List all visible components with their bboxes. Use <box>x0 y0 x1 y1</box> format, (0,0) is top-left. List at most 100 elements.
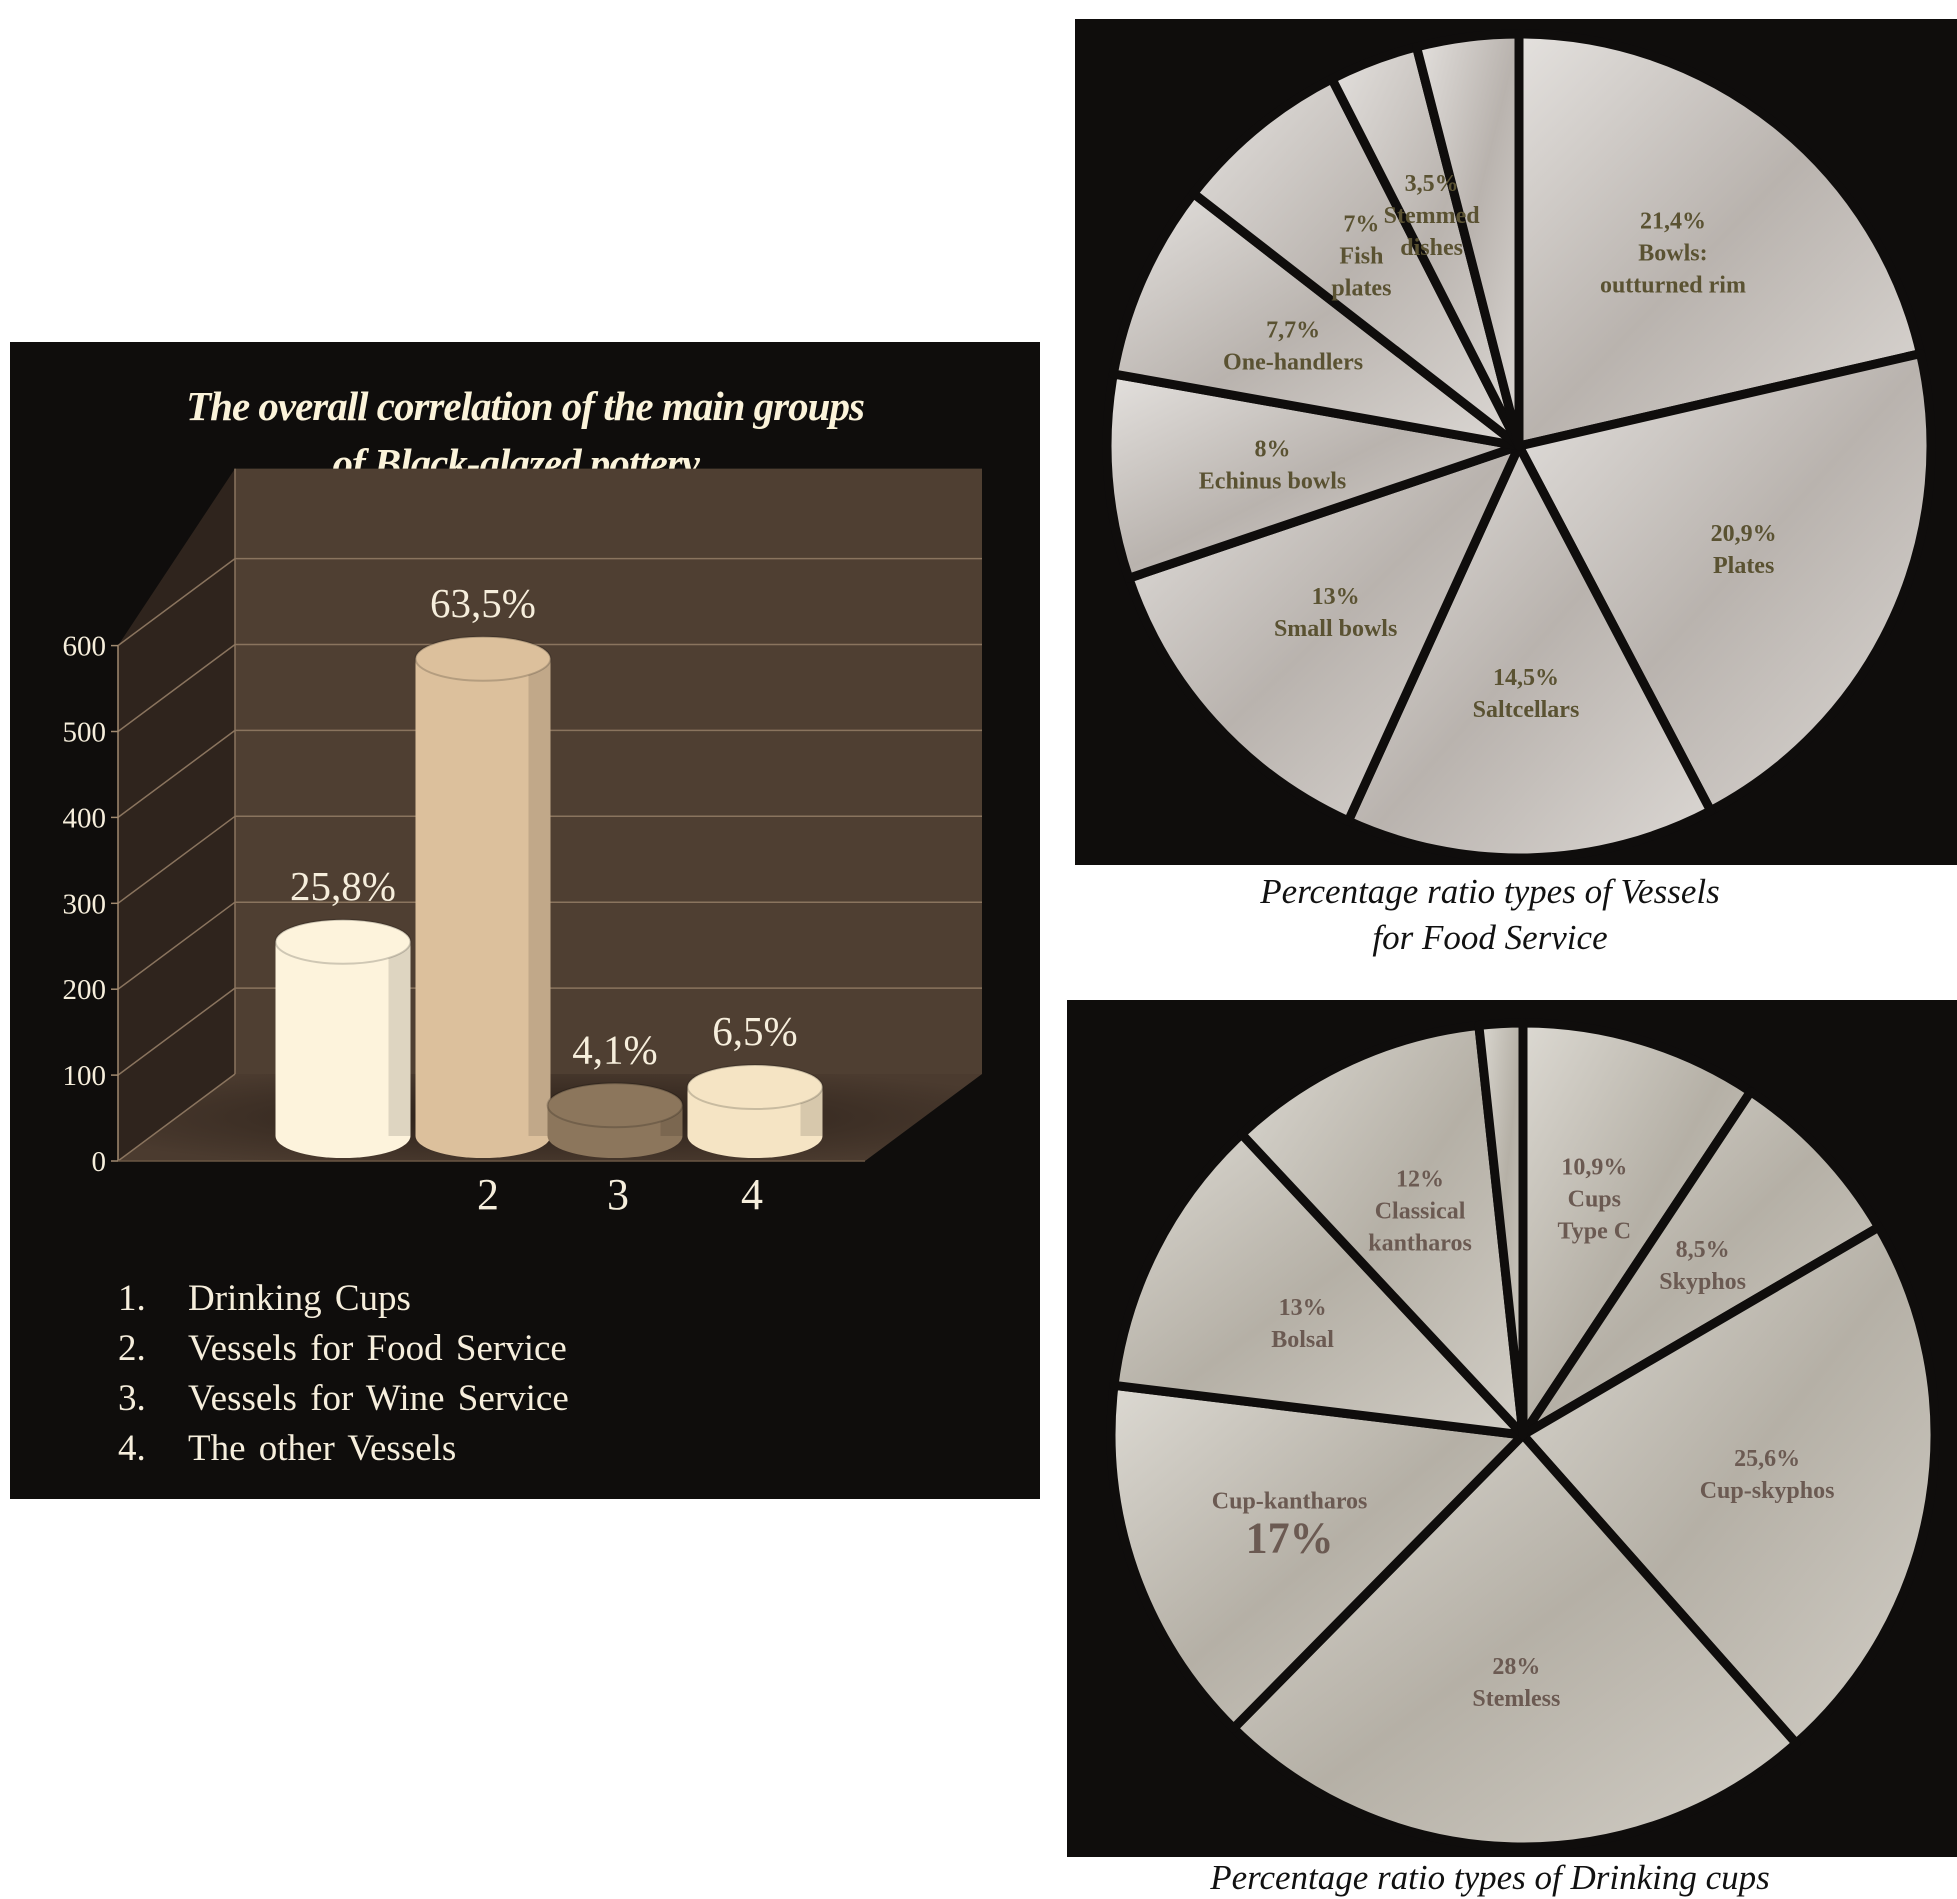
bar-body <box>415 658 551 1136</box>
bar-body <box>275 941 411 1136</box>
legend-label: Vessels for Food Service <box>188 1328 567 1369</box>
pie-1 <box>1102 29 1936 863</box>
pie-slice-label: 3,5% <box>1405 171 1459 197</box>
bar-4 <box>686 1064 824 1158</box>
legend-label: The other Vessels <box>188 1428 457 1469</box>
pie-slice-label: Saltcellars <box>1473 697 1580 723</box>
bar-data-label: 63,5% <box>430 580 536 626</box>
pie-slice-label: 8,5% <box>1676 1237 1730 1263</box>
pie-slice <box>1102 369 1524 583</box>
legend-number: 2. <box>118 1328 146 1369</box>
legend-number: 1. <box>118 1278 146 1319</box>
pie-slice-label: Classical <box>1375 1198 1466 1224</box>
pie-slice-label: One-handlers <box>1223 350 1363 376</box>
side-wall-top <box>118 468 235 646</box>
bar-shade <box>388 941 411 1136</box>
y-tick-label: 400 <box>63 802 107 834</box>
legend-number: 3. <box>118 1378 146 1419</box>
pie-slice <box>1518 1018 1756 1440</box>
gridline-depth <box>117 729 236 819</box>
pie-slice-label: 25,6% <box>1734 1446 1800 1472</box>
pie-slice-label: 7,7% <box>1266 318 1320 344</box>
pie-slice-label: 8% <box>1255 437 1291 463</box>
pie-slice-label: Stemmed <box>1384 203 1481 229</box>
gridline-depth <box>117 557 236 647</box>
food-pie-caption-line-1: Percentage ratio types of Vessels <box>1260 872 1720 911</box>
pie-slice-label: Cup-skyphos <box>1700 1478 1835 1504</box>
y-tick-label: 500 <box>63 717 107 749</box>
x-tick-label: 4 <box>741 1170 763 1219</box>
y-tick-label: 300 <box>63 888 107 920</box>
pie-slice-label: Fish <box>1339 244 1383 270</box>
bar-top <box>686 1064 824 1111</box>
pie-slice <box>1343 441 1716 863</box>
bar-data-label: 25,8% <box>290 863 396 909</box>
drink-pie-caption: Percentage ratio types of Drinking cups <box>1210 1858 1770 1897</box>
pie-slice <box>1124 441 1524 826</box>
pie-slice-label: outturned rim <box>1600 273 1746 299</box>
pie-slice <box>1518 1087 1884 1440</box>
pie-slice <box>1108 188 1524 451</box>
pie-slice-label: Stemless <box>1472 1686 1560 1712</box>
pie-slice-label: 10,9% <box>1561 1154 1627 1180</box>
bar-top <box>274 918 412 965</box>
pie-slice <box>1474 1018 1528 1440</box>
bar-data-label: 6,5% <box>712 1008 797 1054</box>
pie-slice <box>1514 349 1936 816</box>
gridline-depth <box>117 643 236 733</box>
legend-label: Vessels for Wine Service <box>188 1378 569 1419</box>
pie-slice-label: 21,4% <box>1640 209 1706 235</box>
pie-slice <box>1514 29 1926 451</box>
pie-slice <box>1188 74 1524 451</box>
pie-slice-label: 14,5% <box>1493 665 1559 691</box>
pie-slice-label: 13% <box>1312 584 1360 610</box>
pie-slice-label: Small bowls <box>1274 616 1397 642</box>
pie-slice <box>1106 1380 1528 1733</box>
bar-top <box>414 635 552 682</box>
y-tick-label: 600 <box>63 631 107 663</box>
bar-2 <box>414 635 552 1158</box>
bar-shade <box>528 658 551 1136</box>
pie-slice-label: Cup-kantharos <box>1212 1488 1368 1514</box>
bar-data-label: 4,1% <box>572 1026 657 1072</box>
gridline-depth <box>117 1073 236 1162</box>
pie-slice-label: Plates <box>1713 553 1774 579</box>
pie-slice <box>1237 1020 1528 1440</box>
pie-slice-label: Type C <box>1558 1218 1632 1244</box>
x-tick-label: 3 <box>607 1170 629 1219</box>
pie-slice-label: 17% <box>1246 1513 1334 1562</box>
food-pie-caption-line-2: for Food Service <box>1372 918 1608 957</box>
pie-slice-label: Skyphos <box>1659 1269 1746 1295</box>
pie-slice-label: Cups <box>1568 1186 1621 1212</box>
bar-3 <box>546 1082 684 1158</box>
pie-slice-label: Echinus bowls <box>1199 469 1346 495</box>
pie-slice <box>1412 29 1524 451</box>
pie-slice-label: 28% <box>1492 1654 1540 1680</box>
pie-slice-label: Bolsal <box>1271 1327 1334 1353</box>
pie-slice-label: 13% <box>1279 1295 1327 1321</box>
gridline-depth <box>117 901 236 990</box>
legend-number: 4. <box>118 1428 146 1469</box>
gridline-depth <box>117 987 236 1076</box>
y-tick-label: 100 <box>63 1060 107 1092</box>
pie-slice-label: dishes <box>1400 235 1463 261</box>
pie-slice-label: 20,9% <box>1711 521 1777 547</box>
bar-top <box>546 1082 684 1129</box>
pie-slice <box>1229 1430 1801 1852</box>
gridline-depth <box>117 815 236 904</box>
y-tick-label: 200 <box>63 974 107 1006</box>
x-tick-label: 2 <box>477 1170 499 1219</box>
pie-slice <box>1109 1129 1528 1440</box>
pie-slice-label: 7% <box>1343 212 1379 238</box>
pie-slice-label: 12% <box>1396 1166 1444 1192</box>
pie-slice-label: Bowls: <box>1638 241 1707 267</box>
pie-slice-label: kantharos <box>1368 1230 1472 1256</box>
bar-1 <box>274 918 412 1158</box>
pie-2 <box>1106 1018 1940 1852</box>
pie-slice <box>1518 1222 1940 1748</box>
legend-label: Drinking Cups <box>188 1278 411 1319</box>
bar-chart-title-line-1: The overall correlation of the main grou… <box>186 383 865 429</box>
pie-slice-label: plates <box>1331 276 1391 302</box>
